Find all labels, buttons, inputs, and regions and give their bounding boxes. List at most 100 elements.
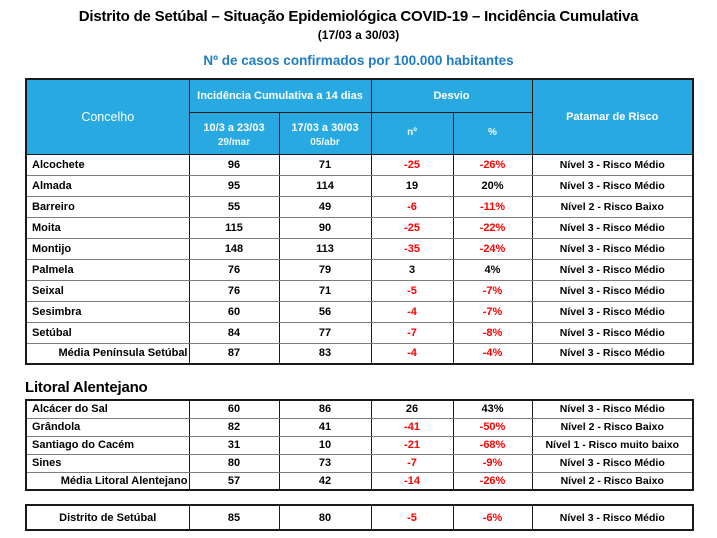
desvio-n-cell: 26 [370,399,454,419]
table-row: Almada 95 114 19 20% Nível 3 - Risco Méd… [25,174,694,197]
litoral-table-body: Alcácer do Sal 60 86 26 43% Nível 3 - Ri… [25,399,694,491]
desvio-n-cell: -7 [370,321,454,344]
table-row: Grândola 82 41 -41 -50% Nível 2 - Risco … [25,417,694,437]
period1-date: 29/mar [217,136,251,148]
concelho-cell: Média Litoral Alentejano [25,471,190,491]
concelho-cell: Moita [25,216,190,239]
concelho-cell: Sesimbra [25,300,190,323]
desvio-pct-cell: -7% [452,300,533,323]
col-header-concelho: Concelho [25,78,190,155]
litoral-table: Alcácer do Sal 60 86 26 43% Nível 3 - Ri… [25,399,694,491]
patamar-cell: Nível 3 - Risco Médio [531,216,694,239]
patamar-cell: Nível 3 - Risco Médio [531,153,694,176]
incidencia-period2-cell: 80 [278,504,372,531]
desvio-n-cell: -5 [370,504,454,531]
incidencia-period1-cell: 95 [188,174,280,197]
table-row: Média Litoral Alentejano 57 42 -14 -26% … [25,471,694,491]
concelho-cell: Alcácer do Sal [25,399,190,419]
concelho-cell: Setúbal [25,321,190,344]
incidencia-period2-cell: 113 [278,237,372,260]
col-header-period1: 10/3 a 23/03 29/mar [188,111,280,155]
table-row: Setúbal 84 77 -7 -8% Nível 3 - Risco Méd… [25,321,694,344]
table-header: Concelho Incidência Cumulativa a 14 dias… [25,78,694,155]
table-row: Moita 115 90 -25 -22% Nível 3 - Risco Mé… [25,216,694,239]
table-row: Barreiro 55 49 -6 -11% Nível 2 - Risco B… [25,195,694,218]
incidencia-period2-cell: 77 [278,321,372,344]
desvio-pct-cell: -11% [452,195,533,218]
incidencia-period2-cell: 49 [278,195,372,218]
desvio-pct-cell: -26% [452,153,533,176]
desvio-n-cell: -25 [370,153,454,176]
table-row: Santiago do Cacém 31 10 -21 -68% Nível 1… [25,435,694,455]
desvio-pct-cell: 4% [452,258,533,281]
patamar-cell: Nível 2 - Risco Baixo [531,417,694,437]
desvio-pct-cell: -26% [452,471,533,491]
patamar-cell: Nível 2 - Risco Baixo [531,471,694,491]
col-header-incidencia-group: Incidência Cumulativa a 14 dias [188,78,372,113]
desvio-pct-cell: -22% [452,216,533,239]
concelho-cell: Alcochete [25,153,190,176]
concelho-cell: Seixal [25,279,190,302]
desvio-pct-cell: -50% [452,417,533,437]
patamar-cell: Nível 3 - Risco Médio [531,279,694,302]
patamar-cell: Nível 2 - Risco Baixo [531,195,694,218]
incidencia-period1-cell: 76 [188,258,280,281]
concelho-cell: Almada [25,174,190,197]
incidencia-period2-cell: 73 [278,453,372,473]
peninsula-table-body: Alcochete 96 71 -25 -26% Nível 3 - Risco… [25,153,694,365]
incidencia-period1-cell: 60 [188,399,280,419]
desvio-n-cell: -4 [370,342,454,365]
incidencia-period2-cell: 79 [278,258,372,281]
incidencia-period2-cell: 10 [278,435,372,455]
desvio-n-cell: 19 [370,174,454,197]
litoral-section-heading: Litoral Alentejano [25,379,148,396]
patamar-cell: Nível 3 - Risco Médio [531,504,694,531]
incidencia-period2-cell: 86 [278,399,372,419]
col-header-period2: 17/03 a 30/03 05/abr [278,111,372,155]
patamar-cell: Nível 3 - Risco Médio [531,174,694,197]
desvio-pct-cell: -68% [452,435,533,455]
incidencia-period1-cell: 80 [188,453,280,473]
incidencia-period1-cell: 76 [188,279,280,302]
incidencia-period2-cell: 83 [278,342,372,365]
incidencia-period1-cell: 57 [188,471,280,491]
incidencia-period1-cell: 31 [188,435,280,455]
patamar-cell: Nível 3 - Risco Médio [531,258,694,281]
desvio-n-cell: -6 [370,195,454,218]
page-tagline: Nº de casos confirmados por 100.000 habi… [203,53,514,68]
concelho-cell: Sines [25,453,190,473]
desvio-pct-cell: -7% [452,279,533,302]
incidencia-period2-cell: 41 [278,417,372,437]
incidencia-period2-cell: 71 [278,153,372,176]
incidencia-period2-cell: 114 [278,174,372,197]
concelho-cell: Barreiro [25,195,190,218]
desvio-pct-cell: 20% [452,174,533,197]
concelho-cell: Distrito de Setúbal [25,504,190,531]
desvio-n-cell: -41 [370,417,454,437]
desvio-pct-cell: -4% [452,342,533,365]
desvio-n-cell: -21 [370,435,454,455]
incidencia-period1-cell: 55 [188,195,280,218]
table-row: Palmela 76 79 3 4% Nível 3 - Risco Médio [25,258,694,281]
page-title: Distrito de Setúbal – Situação Epidemiol… [78,8,639,25]
distrito-table: Distrito de Setúbal 85 80 -5 -6% Nível 3… [25,504,694,531]
desvio-n-cell: -14 [370,471,454,491]
desvio-n-cell: -7 [370,453,454,473]
concelho-cell: Montijo [25,237,190,260]
incidencia-period1-cell: 96 [188,153,280,176]
desvio-pct-cell: -8% [452,321,533,344]
patamar-cell: Nível 3 - Risco Médio [531,321,694,344]
incidencia-period1-cell: 84 [188,321,280,344]
distrito-table-body: Distrito de Setúbal 85 80 -5 -6% Nível 3… [25,504,694,531]
table-row: Sines 80 73 -7 -9% Nível 3 - Risco Médio [25,453,694,473]
patamar-cell: Nível 3 - Risco Médio [531,300,694,323]
concelho-cell: Santiago do Cacém [25,435,190,455]
desvio-n-cell: -4 [370,300,454,323]
concelho-cell: Grândola [25,417,190,437]
incidencia-period2-cell: 90 [278,216,372,239]
incidencia-period1-cell: 82 [188,417,280,437]
desvio-pct-cell: -9% [452,453,533,473]
table-row: Alcochete 96 71 -25 -26% Nível 3 - Risco… [25,153,694,176]
incidencia-period2-cell: 42 [278,471,372,491]
